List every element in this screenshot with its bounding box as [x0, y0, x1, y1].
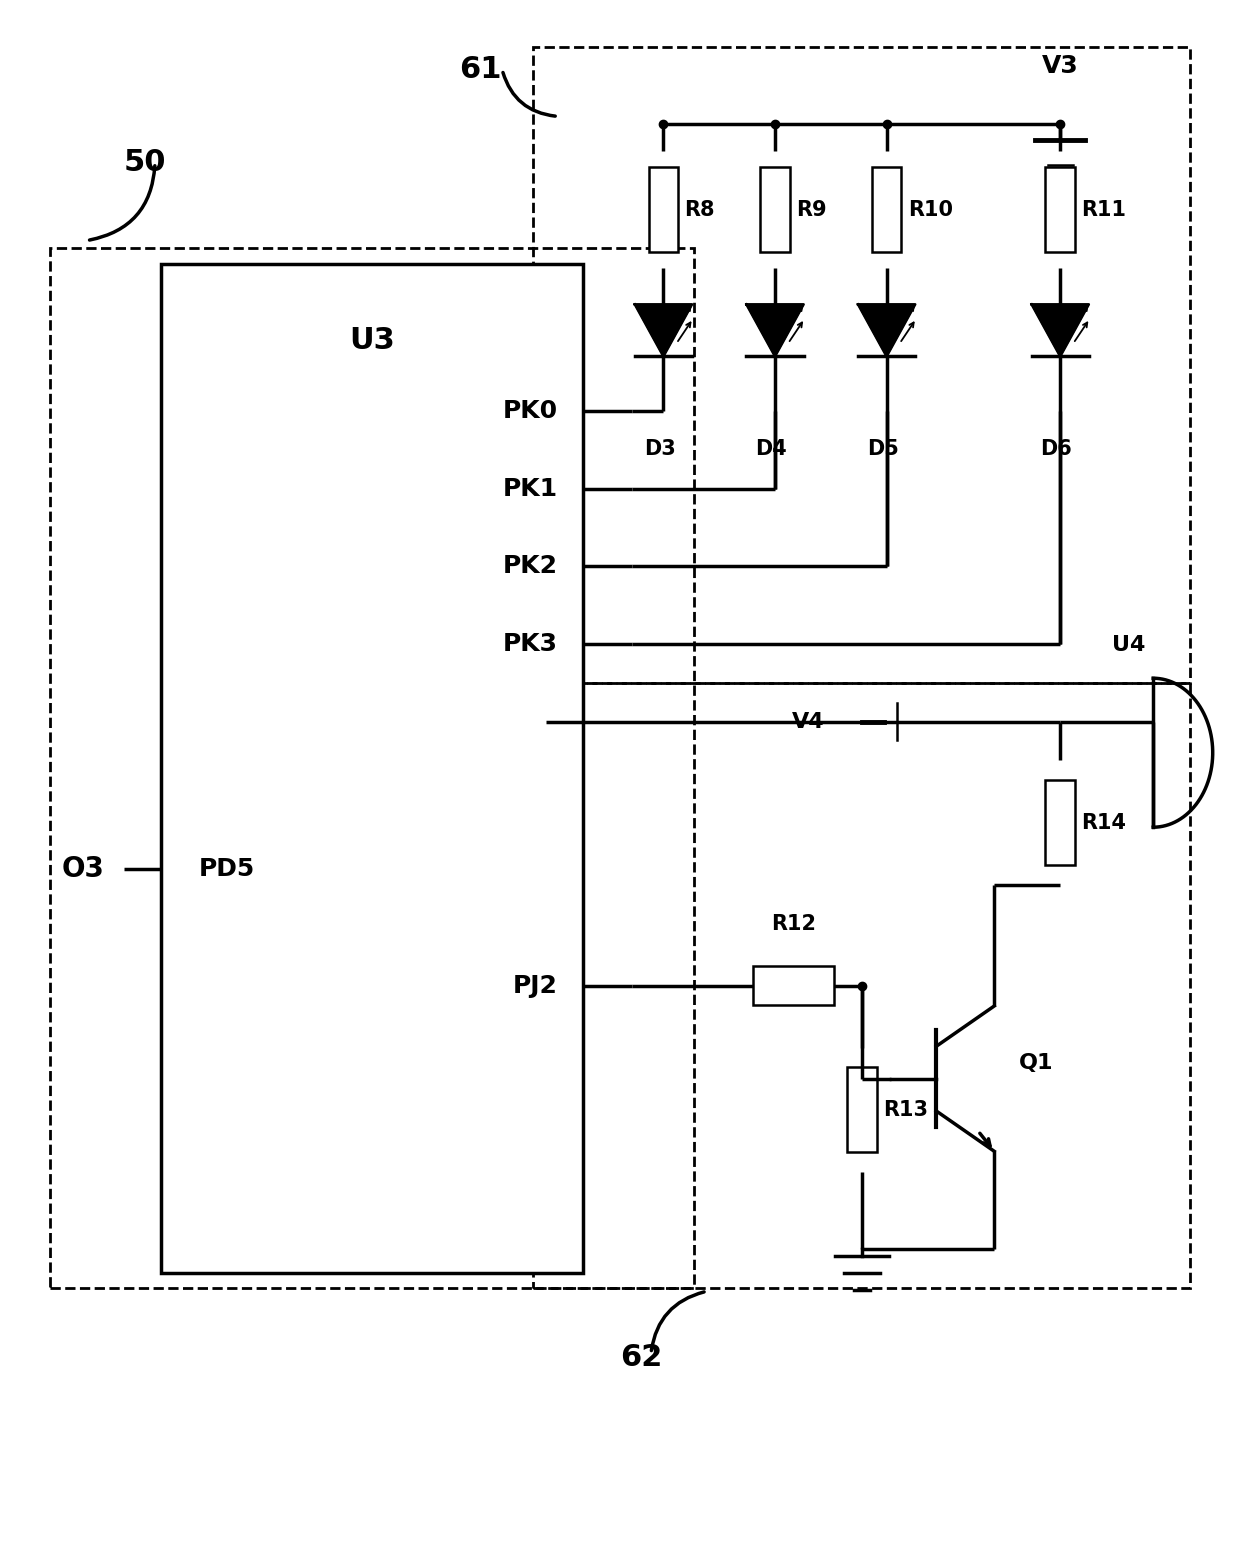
- Text: R9: R9: [796, 200, 827, 219]
- Text: Q1: Q1: [1019, 1054, 1054, 1072]
- Text: PJ2: PJ2: [513, 973, 558, 998]
- Text: PD5: PD5: [198, 857, 254, 882]
- Text: D4: D4: [755, 439, 787, 459]
- Text: R12: R12: [771, 914, 816, 934]
- Text: V3: V3: [1042, 54, 1079, 78]
- Text: PK1: PK1: [503, 476, 558, 501]
- Text: R10: R10: [908, 200, 952, 219]
- Polygon shape: [1032, 304, 1089, 357]
- Text: D5: D5: [867, 439, 899, 459]
- Text: U3: U3: [350, 326, 394, 355]
- Text: 50: 50: [124, 149, 166, 177]
- Text: PK2: PK2: [503, 554, 558, 579]
- Bar: [847, 1068, 877, 1152]
- Bar: [1045, 781, 1075, 866]
- Text: 62: 62: [620, 1344, 662, 1372]
- Text: O3: O3: [62, 855, 105, 883]
- Bar: [50, 248, 694, 1288]
- Bar: [754, 965, 835, 1006]
- Polygon shape: [635, 304, 692, 357]
- Bar: [533, 47, 1190, 683]
- Polygon shape: [858, 304, 915, 357]
- Text: R13: R13: [883, 1100, 928, 1119]
- Polygon shape: [746, 304, 804, 357]
- Text: PK0: PK0: [503, 399, 558, 424]
- Bar: [533, 683, 1190, 1288]
- Text: PK3: PK3: [503, 632, 558, 656]
- Text: U4: U4: [1112, 635, 1145, 655]
- Text: D6: D6: [1040, 439, 1073, 459]
- Bar: [760, 166, 790, 253]
- Text: R14: R14: [1081, 813, 1126, 832]
- Bar: [872, 166, 901, 253]
- Text: D3: D3: [644, 439, 676, 459]
- Bar: [161, 264, 583, 1273]
- Text: R11: R11: [1081, 200, 1126, 219]
- Text: 61: 61: [459, 56, 501, 84]
- Text: R8: R8: [684, 200, 715, 219]
- Bar: [649, 166, 678, 253]
- Text: V4: V4: [792, 712, 825, 731]
- Bar: [1045, 166, 1075, 253]
